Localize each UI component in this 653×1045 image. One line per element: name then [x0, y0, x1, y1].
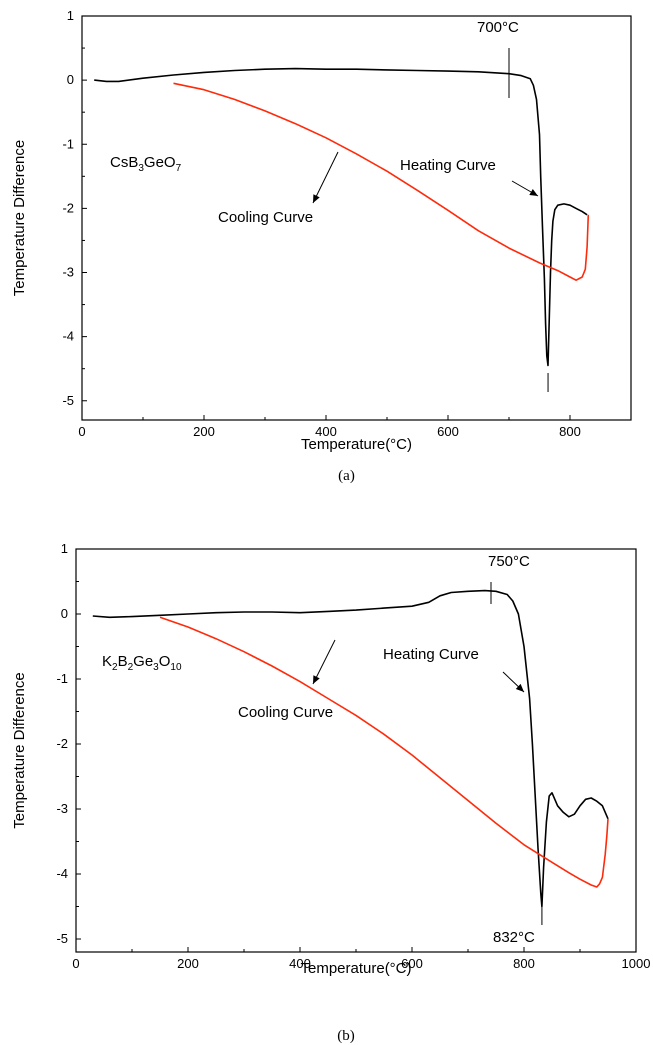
sample-formula: K2B2Ge3O10: [102, 653, 182, 673]
y-tick-label: -4: [56, 866, 68, 881]
formula-part: Ge: [133, 653, 153, 670]
y-axis-title: Temperature Difference: [11, 672, 28, 828]
onset-temperature-label: 750°C: [488, 553, 530, 570]
x-tick-label: 200: [193, 424, 215, 439]
onset-temperature-label: 700°C: [477, 19, 519, 36]
panel-label: (a): [338, 468, 355, 484]
cooling-curve-line: [159, 616, 609, 888]
formula-subscript: 3: [138, 163, 144, 174]
formula-part: O: [159, 653, 171, 670]
formula-part: B: [118, 653, 128, 670]
heating-arrow-head: [515, 683, 524, 692]
peak-temperature-label: 832°C: [493, 929, 535, 946]
y-tick-label: 0: [67, 72, 74, 87]
y-axis-title: Temperature Difference: [11, 140, 28, 296]
y-tick-label: -2: [56, 736, 68, 751]
x-tick-label: 600: [401, 956, 423, 971]
x-tick-label: 0: [78, 424, 85, 439]
cooling-curve-label: Cooling Curve: [218, 209, 313, 226]
formula-subscript: 2: [128, 662, 134, 673]
y-tick-label: 1: [67, 8, 74, 23]
formula-subscript: 10: [170, 662, 182, 673]
cooling-arrow-head: [313, 675, 320, 684]
formula-part: CsB: [110, 154, 138, 171]
y-tick-label: -1: [62, 136, 74, 151]
x-tick-label: 0: [72, 956, 79, 971]
heating-arrow-head: [529, 189, 538, 196]
panel-a: 0 200 400 600 800 1 0 -1 -2 -3 -4 -5 Temperature(°C)…: [11, 8, 632, 484]
plot-frame: [81, 15, 632, 421]
heating-curve-label: Heating Curve: [400, 157, 496, 174]
cooling-arrow-head: [313, 194, 320, 203]
x-tick-label: 200: [177, 956, 199, 971]
formula-subscript: 3: [153, 662, 159, 673]
formula-subscript: 7: [176, 163, 182, 174]
y-tick-label: -5: [56, 931, 68, 946]
y-tick-label: -1: [56, 671, 68, 686]
formula-part: GeO: [144, 154, 176, 171]
panel-b: 0 200 400 600 800 100010-1-2-3-4-5Temperature…: [11, 541, 650, 1044]
x-tick-label: 600: [437, 424, 459, 439]
y-tick-label: -5: [62, 393, 74, 408]
y-tick-label: -3: [56, 801, 68, 816]
heating-curve-line: [92, 589, 609, 908]
x-tick-label: 800: [513, 956, 535, 971]
y-tick-label: 1: [61, 541, 68, 556]
heating-curve-line: [94, 67, 588, 367]
x-tick-label: 1000: [622, 956, 651, 971]
x-axis-title: Temperature(°C): [300, 960, 411, 977]
y-tick-label: -2: [62, 200, 74, 215]
sample-formula: CsB3GeO7: [110, 154, 182, 174]
y-tick-label: 0: [61, 606, 68, 621]
x-tick-label: 400: [289, 956, 311, 971]
x-tick-label: 400: [315, 424, 337, 439]
heating-curve-label: Heating Curve: [383, 646, 479, 663]
formula-part: K: [102, 653, 112, 670]
formula-subscript: 2: [112, 662, 118, 673]
y-tick-label: -4: [62, 329, 74, 344]
x-axis-title: Temperature(°C): [301, 436, 412, 453]
x-tick-label: 800: [559, 424, 581, 439]
cooling-curve-label: Cooling Curve: [238, 704, 333, 721]
cooling-curve-line: [173, 82, 590, 282]
y-tick-label: -3: [62, 265, 74, 280]
cooling-arrow: [312, 151, 339, 204]
cooling-arrow: [312, 639, 336, 685]
panel-label: (b): [337, 1028, 355, 1044]
